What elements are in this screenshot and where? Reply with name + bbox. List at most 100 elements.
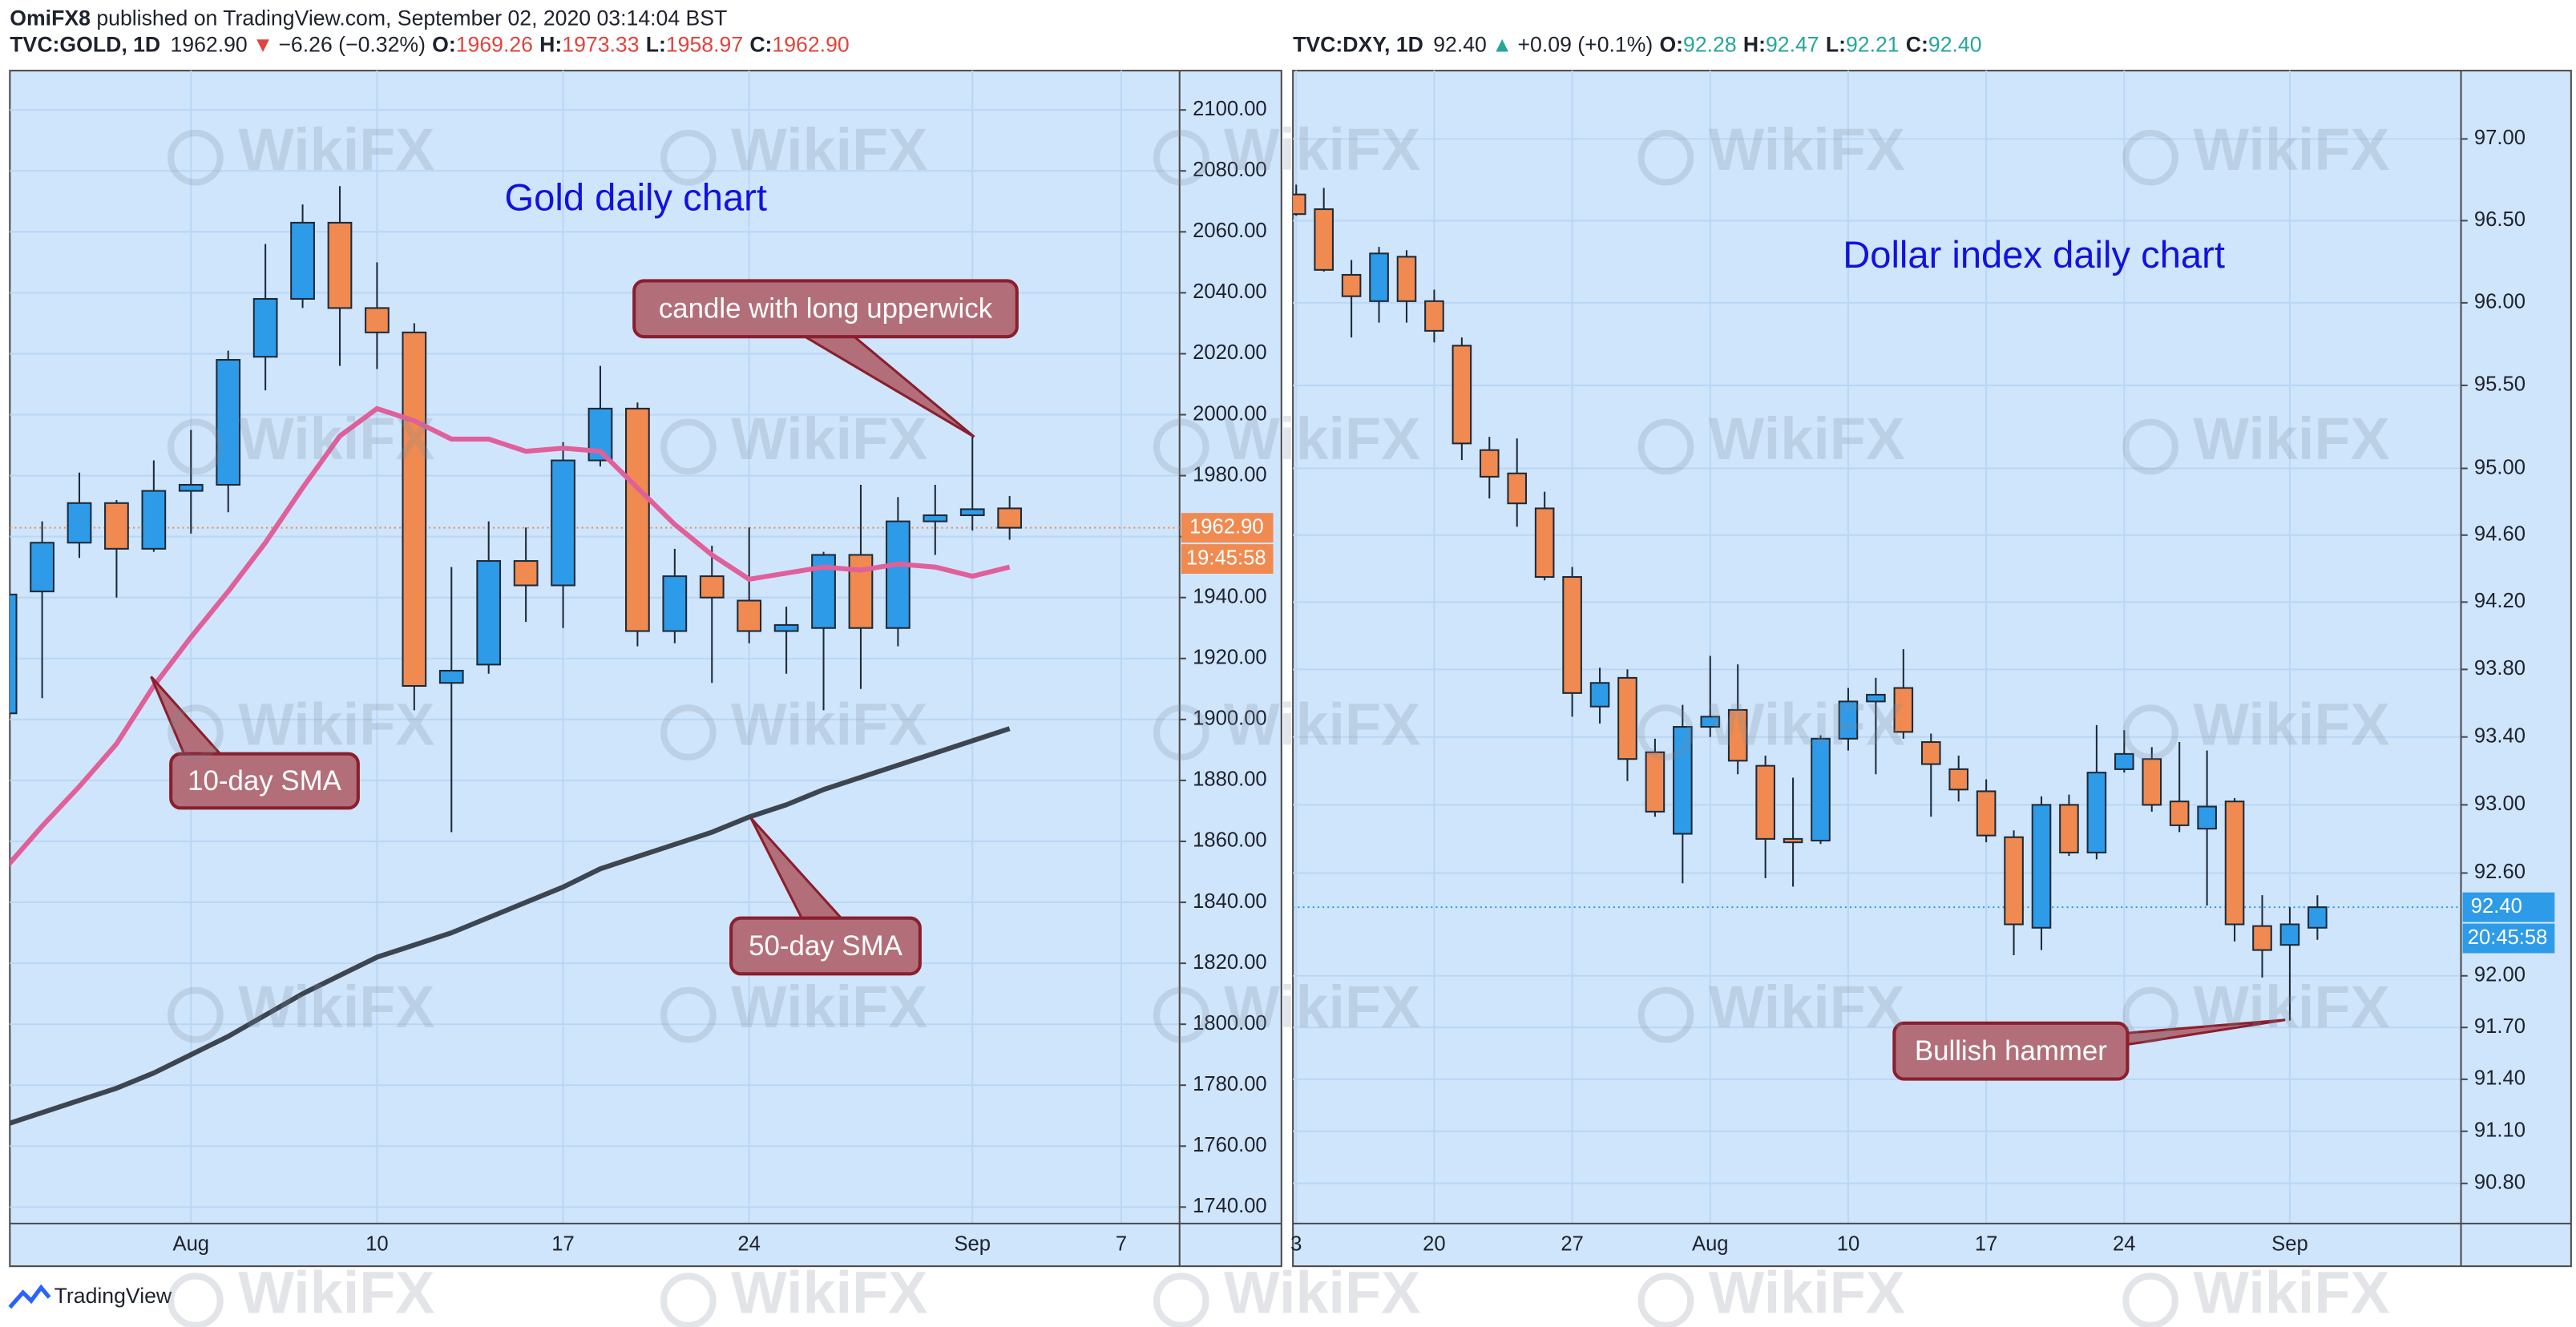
y-tick-label: 2100.00 — [1193, 98, 1267, 120]
watermark: WikiFX — [1709, 116, 1905, 183]
candle-body — [327, 221, 353, 309]
watermark: WikiFX — [1224, 1260, 1420, 1326]
logo-icon — [8, 1284, 51, 1309]
candle-body — [2142, 758, 2162, 806]
tradingview-logo: TradingView — [8, 1284, 172, 1309]
last-price-box — [1181, 513, 1274, 543]
candle-body — [1700, 716, 1721, 728]
y-tick-label: 1740.00 — [1193, 1195, 1267, 1217]
x-tick-label: Sep — [954, 1232, 991, 1255]
candle-body — [438, 669, 464, 684]
x-tick-label: Sep — [2271, 1232, 2308, 1255]
candle-body — [1341, 273, 1362, 297]
candle-body — [216, 359, 241, 486]
y-tick-label: 96.00 — [2474, 291, 2526, 313]
y-tick-label: 1860.00 — [1193, 829, 1267, 852]
candle-body — [30, 542, 55, 593]
candle-body — [997, 507, 1023, 529]
candle-body — [2114, 752, 2134, 770]
ohlc-value: 1962.90 — [772, 32, 849, 56]
watermark: WikiFX — [238, 691, 434, 757]
x-tick-label: 24 — [2113, 1232, 2136, 1255]
watermark-logo — [660, 986, 717, 1043]
x-tick-label: 10 — [365, 1232, 389, 1255]
ohlc-value: 1973.33 — [562, 32, 639, 56]
watermark-logo — [1153, 1273, 1209, 1327]
candle-body — [1424, 300, 1444, 332]
y-tick-label: 1840.00 — [1193, 890, 1267, 913]
watermark: WikiFX — [1224, 405, 1420, 472]
watermark-logo — [1637, 418, 1694, 475]
candle-body — [2197, 805, 2217, 830]
candle-body — [886, 520, 910, 629]
candle-body — [773, 623, 799, 632]
watermark-logo — [168, 418, 224, 475]
watermark: WikiFX — [1709, 1260, 1905, 1326]
watermark: WikiFX — [1709, 974, 1905, 1040]
watermark: WikiFX — [731, 974, 927, 1040]
watermark: WikiFX — [731, 405, 927, 472]
watermark-logo — [1153, 704, 1209, 760]
watermark: WikiFX — [2193, 1260, 2389, 1326]
candle-body — [178, 483, 204, 492]
watermark: WikiFX — [238, 1260, 434, 1326]
y-tick-label: 2000.00 — [1193, 402, 1267, 425]
candle-body — [2169, 801, 2190, 826]
countdown-label: 19:45:58 — [1186, 547, 1266, 569]
callout-box — [632, 279, 1019, 339]
y-tick-label: 2040.00 — [1193, 280, 1267, 303]
watermark: WikiFX — [238, 974, 434, 1040]
x-tick-label: 27 — [1561, 1232, 1584, 1255]
candle-body — [365, 307, 390, 333]
y-tick-label: 96.50 — [2474, 208, 2526, 231]
candle-body — [1480, 449, 1500, 478]
last-value: 92.40 — [1433, 32, 1487, 56]
y-tick-label: 2060.00 — [1193, 220, 1267, 242]
candle-body — [513, 560, 539, 587]
y-tick-label: 1880.00 — [1193, 768, 1267, 791]
last-value: 1962.90 — [170, 32, 247, 56]
candle-body — [67, 502, 92, 544]
chart-panel: 90.80 91.10 91.40 91.70 92.00 92.60 93.00 93.40… — [1290, 70, 2572, 1268]
candle-body — [2031, 804, 2052, 929]
candle-body — [923, 514, 948, 522]
chart-panel: 1740.00 1760.00 1780.00 1800.00 1820.00 1840.… — [9, 70, 1282, 1268]
last-price-label: 92.40 — [2471, 895, 2522, 918]
candle-body — [1396, 256, 1417, 302]
callout-box — [729, 916, 922, 976]
watermark-logo — [1637, 986, 1694, 1043]
last-price-box — [2462, 892, 2555, 922]
y-tick-label: 91.40 — [2474, 1067, 2526, 1090]
moving-average-line — [10, 726, 1011, 1126]
ohlc-key: O: — [432, 32, 456, 56]
ohlc-value: 92.47 — [1766, 32, 1819, 56]
candle-body — [141, 490, 167, 550]
y-tick-label: 2080.00 — [1193, 159, 1267, 181]
callout-text: 50-day SMA — [749, 930, 902, 962]
watermark-logo — [1153, 986, 1209, 1043]
last-price-label: 1962.90 — [1189, 515, 1264, 538]
x-tick-label: Aug — [172, 1232, 209, 1255]
plot-area — [10, 186, 1180, 1126]
candle-body — [959, 508, 985, 517]
candle-body — [1673, 726, 1693, 835]
watermark: WikiFX — [2193, 405, 2389, 472]
candle-body — [1811, 737, 1831, 842]
ohlc-key: L: — [646, 32, 666, 56]
candle-body — [1893, 687, 1914, 733]
candle-body — [1562, 575, 1582, 694]
countdown-box — [1181, 544, 1274, 574]
candle-body — [1976, 790, 1997, 837]
change-arrow: ▼ — [252, 32, 273, 56]
y-tick-label: 1920.00 — [1193, 647, 1267, 669]
ohlc-key: H: — [1743, 32, 1766, 56]
legend: TVC:GOLD, 1D 1962.90 ▼ −6.26 (−0.32%) O:1969… — [10, 32, 849, 56]
candle-body — [1617, 676, 1637, 760]
y-tick-label: 90.80 — [2474, 1172, 2526, 1194]
callout-text: 10-day SMA — [188, 765, 341, 797]
candle-body — [476, 560, 502, 666]
watermark: WikiFX — [1224, 974, 1420, 1040]
header: OmiFX8 published on TradingView.com, Sep… — [10, 6, 727, 30]
y-tick-label: 1980.00 — [1193, 463, 1267, 486]
x-tick-label: 7 — [1116, 1232, 1127, 1255]
